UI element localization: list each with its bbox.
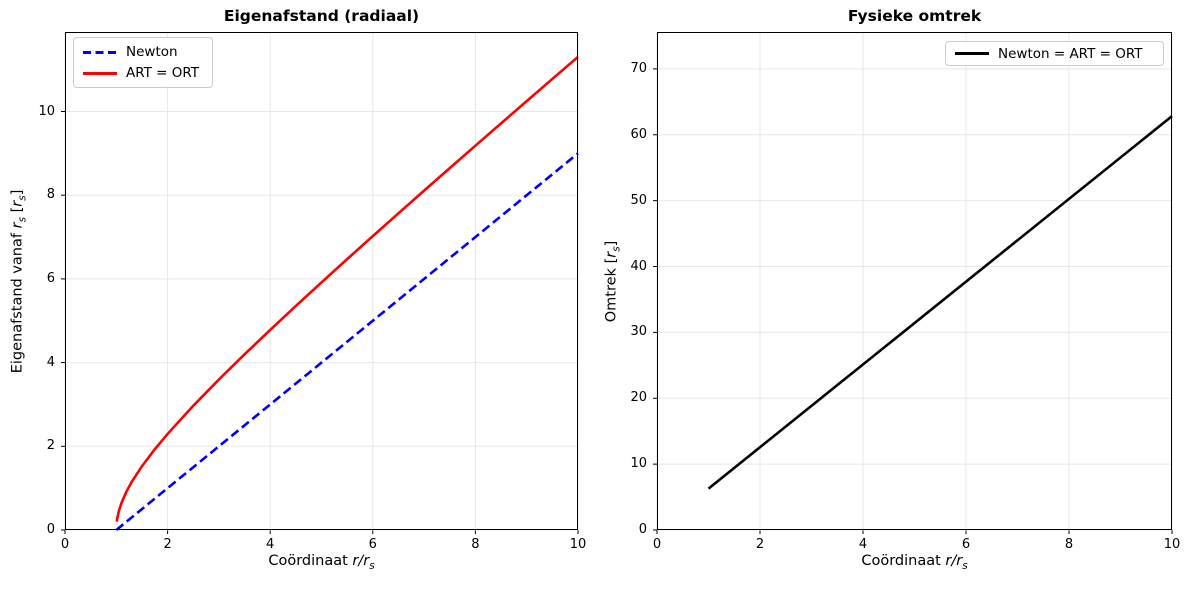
left-x-axis-label: Coördinaat r/rs — [268, 553, 375, 572]
newton-dashed-line-sample — [83, 50, 117, 54]
y-tick-label: 40 — [630, 258, 647, 274]
axes-border — [657, 32, 1172, 530]
y-tick-label: 30 — [630, 324, 647, 340]
series-line-newton — [115, 152, 579, 532]
right-chart-canvas — [653, 32, 1173, 534]
x-tick-label: 6 — [961, 537, 971, 552]
x-tick-label: 0 — [60, 537, 70, 552]
x-tick-label: 2 — [755, 537, 765, 552]
series-line-art-ort — [115, 55, 579, 522]
right-y-axis-label: Omtrek [rs] — [603, 240, 623, 323]
y-tick-label: 4 — [46, 354, 55, 370]
x-tick-label: 6 — [368, 537, 377, 552]
x-tick-label: 2 — [163, 537, 172, 552]
x-tick-label: 10 — [1163, 537, 1181, 552]
newton-art-ort-line-sample — [955, 52, 989, 55]
y-tick-label: 20 — [630, 390, 647, 406]
left-legend: Newton ART = ORT — [73, 37, 213, 88]
legend-entry-newton-art-ort: Newton = ART = ORT — [955, 46, 1154, 62]
series-line-newton-art-ort — [707, 115, 1173, 490]
left-chart-canvas — [61, 32, 579, 534]
y-tick-label: 0 — [46, 522, 55, 537]
left-chart-title: Eigenafstand (radiaal) — [223, 7, 420, 25]
right-x-axis-label: Coördinaat r/rs — [861, 553, 968, 572]
legend-label-art-ort: ART = ORT — [126, 65, 200, 81]
legend-label-newton: Newton — [126, 44, 178, 60]
axes-border — [65, 32, 578, 530]
y-tick-label: 50 — [630, 192, 647, 208]
x-tick-label: 8 — [1064, 537, 1074, 552]
right-chart-title: Fysieke omtrek — [847, 7, 982, 25]
legend-entry-newton: Newton — [83, 44, 203, 60]
right-legend: Newton = ART = ORT — [945, 41, 1164, 66]
y-tick-label: 8 — [46, 187, 55, 203]
art-ort-line-sample — [83, 71, 117, 75]
legend-entry-art-ort: ART = ORT — [83, 65, 203, 81]
x-tick-label: 4 — [266, 537, 275, 552]
y-tick-label: 0 — [638, 522, 647, 537]
y-tick-label: 2 — [46, 438, 55, 454]
x-tick-label: 0 — [652, 537, 662, 552]
legend-label-newton-art-ort: Newton = ART = ORT — [998, 45, 1143, 62]
y-tick-label: 10 — [630, 456, 647, 472]
x-tick-label: 4 — [858, 537, 868, 552]
x-tick-label: 8 — [471, 537, 480, 552]
y-tick-label: 70 — [630, 60, 647, 76]
y-tick-label: 6 — [46, 270, 55, 286]
x-tick-label: 10 — [569, 537, 587, 552]
y-tick-label: 60 — [630, 126, 647, 142]
y-tick-label: 10 — [38, 103, 55, 119]
